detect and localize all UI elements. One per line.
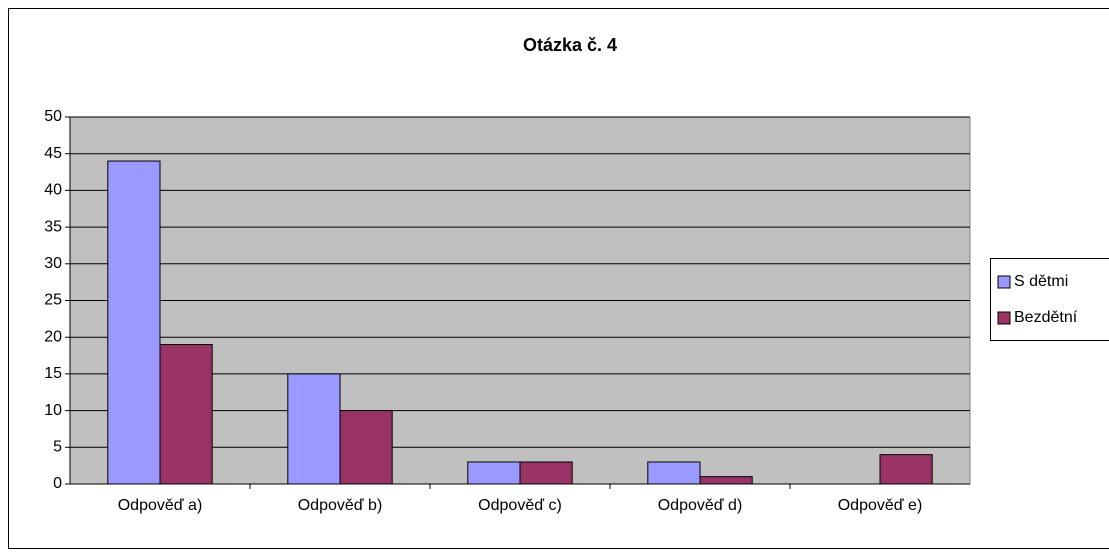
legend-swatch [998, 276, 1010, 288]
y-tick-label: 20 [44, 328, 62, 345]
chart-title: Otázka č. 4 [523, 35, 617, 55]
bar [468, 462, 520, 484]
y-tick-label: 5 [53, 439, 62, 456]
bar [160, 345, 212, 484]
y-tick-label: 45 [44, 145, 62, 162]
bar [108, 161, 160, 484]
x-tick-label: Odpověď b) [298, 497, 383, 514]
legend-box [991, 259, 1109, 341]
y-tick-label: 50 [44, 108, 62, 125]
legend-swatch [998, 312, 1010, 324]
x-tick-label: Odpověď e) [838, 497, 923, 514]
y-tick-label: 15 [44, 365, 62, 382]
legend-label: Bezdětní [1014, 309, 1078, 326]
bar [340, 411, 392, 484]
y-tick-label: 40 [44, 182, 62, 199]
bar [520, 462, 572, 484]
bar [880, 455, 932, 484]
bar [648, 462, 700, 484]
bar [700, 477, 752, 484]
x-tick-label: Odpověď c) [478, 497, 562, 514]
x-tick-label: Odpověď a) [118, 497, 203, 514]
bar [288, 374, 340, 484]
y-tick-label: 25 [44, 292, 62, 309]
y-tick-label: 0 [53, 475, 62, 492]
y-tick-label: 10 [44, 402, 62, 419]
y-tick-label: 35 [44, 218, 62, 235]
legend-label: S dětmi [1014, 273, 1068, 290]
y-tick-label: 30 [44, 255, 62, 272]
x-tick-label: Odpověď d) [658, 497, 743, 514]
